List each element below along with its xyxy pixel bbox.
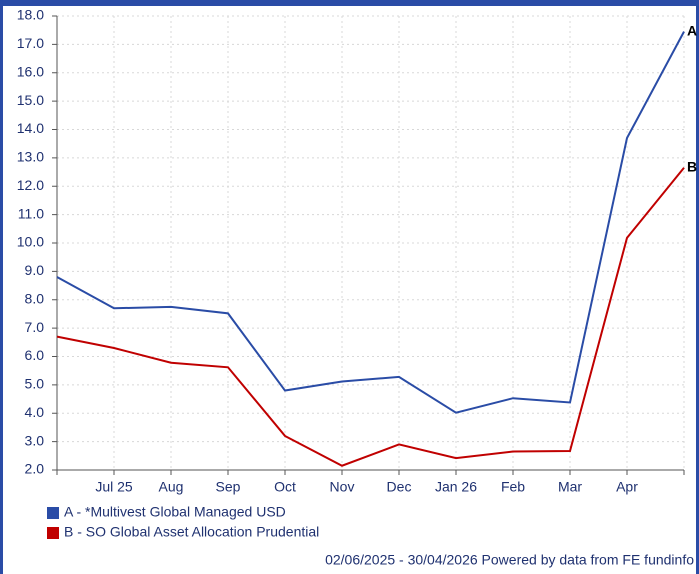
y-tick-label: 10.0 [17,234,44,250]
y-tick-label: 6.0 [25,347,45,363]
y-tick-label: 2.0 [25,461,45,477]
y-tick-label: 3.0 [25,432,45,448]
x-tick-label: Nov [330,479,355,495]
x-tick-label: Jan 26 [435,479,477,495]
frame-right [696,0,699,574]
x-tick-label: Dec [387,479,412,495]
y-tick-label: 18.0 [17,7,44,23]
y-tick-label: 13.0 [17,149,44,165]
y-tick-label: 5.0 [25,376,45,392]
y-tick-label: 12.0 [17,177,44,193]
legend-label: A - *Multivest Global Managed USD [64,504,286,520]
y-tick-label: 8.0 [25,290,45,306]
legend-swatch [47,507,59,519]
series-line [56,167,685,467]
footer: 02/06/2025 - 30/04/2026 Powered by data … [325,552,694,568]
x-tick-label: Oct [274,479,296,495]
y-tick-label: 16.0 [17,63,44,79]
x-tick-label: Feb [501,479,525,495]
series-tag: A [687,22,697,38]
y-tick-label: 4.0 [25,404,45,420]
y-tick-label: 9.0 [25,262,45,278]
x-tick-label: Mar [558,479,582,495]
series-line [56,31,685,414]
series-tag: B [687,159,697,175]
y-tick-label: 17.0 [17,35,44,51]
legend-label: B - SO Global Asset Allocation Prudentia… [64,524,319,540]
x-tick-label: Jul 25 [95,479,133,495]
y-tick-label: 15.0 [17,92,44,108]
frame-left [0,0,3,574]
y-tick-label: 7.0 [25,319,45,335]
x-tick-label: Sep [216,479,241,495]
legend-swatch [47,527,59,539]
y-tick-label: 14.0 [17,120,44,136]
x-tick-label: Aug [159,479,184,495]
y-tick-label: 11.0 [18,205,44,221]
title-bar [0,0,699,6]
x-tick-label: Apr [616,479,638,495]
